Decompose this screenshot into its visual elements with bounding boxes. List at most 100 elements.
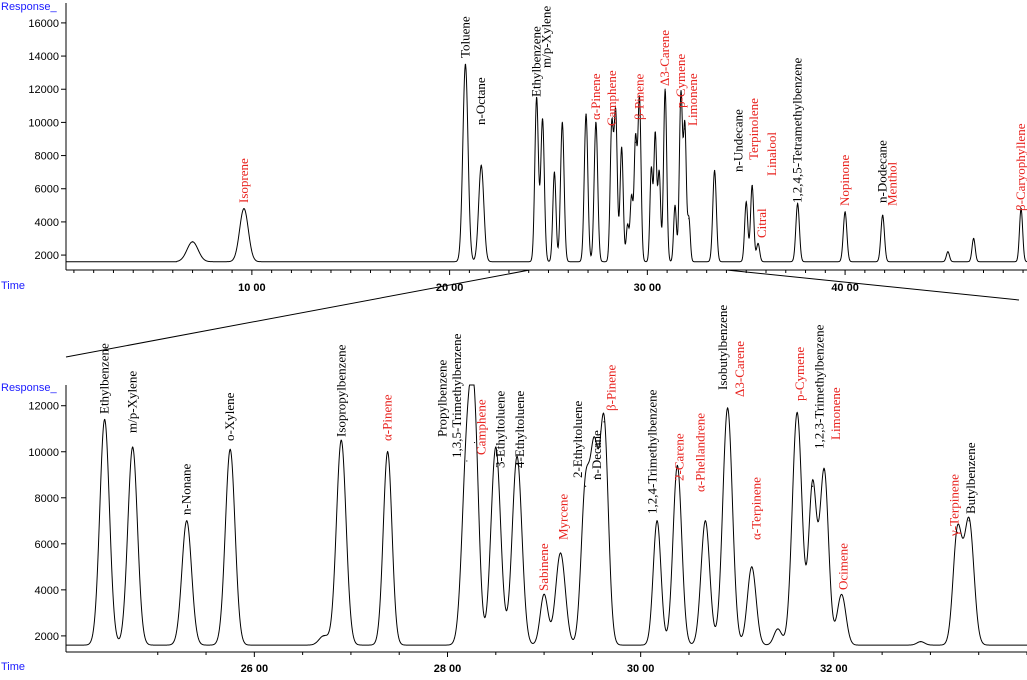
- peak-label-20: Isobutylbenzene: [715, 305, 730, 390]
- y-tick-label: 2000: [35, 631, 59, 643]
- y-tick-label: 6000: [35, 184, 59, 196]
- peak-point-10: [495, 446, 497, 448]
- peak-label-6: α-Pinene: [380, 394, 395, 441]
- zoom-connector-right: [726, 269, 1020, 301]
- peak-label-4: o-Xylene: [222, 392, 237, 441]
- peak-label-21: Δ3-Carene: [732, 341, 747, 397]
- peak-label-22: α-Terpinene: [749, 477, 764, 540]
- chromatogram-trace: [66, 64, 1027, 263]
- peak-point-6: [541, 118, 544, 120]
- peak-label-23: p-Cymene: [792, 347, 807, 401]
- peak-label-19: Menthol: [885, 162, 900, 206]
- peak-label-28: Butylbenzene: [963, 442, 978, 514]
- zoom-connector-left: [65, 269, 530, 358]
- peak-point-2: [243, 208, 245, 210]
- peak-label-26: Ocimene: [836, 543, 851, 590]
- peak-point-19: [654, 133, 656, 135]
- peak-point-29: [968, 520, 970, 522]
- y-tick-label: 12000: [28, 84, 59, 96]
- peak-label-4: Ethylbenzene: [529, 26, 544, 97]
- peak-point-8: [561, 121, 563, 124]
- peak-label-24: 1,2,3-Trimethylbenzene: [811, 324, 826, 449]
- y-tick-label: 4000: [35, 585, 59, 597]
- peak-label-10: p-Cymene: [673, 54, 688, 108]
- x-tick-label: 30 00: [627, 663, 655, 675]
- peak-point-13: [621, 146, 623, 148]
- peak-point-34: [973, 237, 975, 240]
- peak-point-27: [920, 641, 922, 643]
- y-tick-label: 8000: [35, 493, 59, 505]
- y-tick-label: 12000: [28, 401, 59, 413]
- peak-point-22: [777, 628, 779, 630]
- peak-point-17: [656, 520, 658, 522]
- peak-point-18: [676, 464, 678, 467]
- peak-point-1: [104, 418, 106, 421]
- peak-point-5: [536, 96, 538, 99]
- peak-label-2: m/p-Xylene: [125, 371, 140, 433]
- peak-label-16: β-Pinene: [604, 364, 619, 411]
- y-axis-title: Response_: [1, 382, 58, 394]
- peak-label-9: Camphene: [473, 399, 488, 455]
- peak-point-17: [638, 96, 641, 99]
- peak-label-11: 4-Ethyltoluene: [512, 391, 527, 468]
- peak-point-8: [466, 460, 468, 462]
- peak-label-8: β-Pinene: [631, 73, 646, 120]
- y-tick-label: 14000: [28, 51, 59, 63]
- peak-label-18: n-Dodecane: [875, 140, 890, 203]
- peak-label-5: Isopropylbenzene: [333, 344, 348, 437]
- peak-label-16: 1,2,4,5-Tetramethylbenzene: [790, 57, 805, 203]
- peak-point-25: [688, 217, 690, 220]
- peak-point-26: [713, 169, 716, 172]
- x-tick-label: 26 00: [241, 663, 269, 675]
- peak-label-13: Myrcene: [555, 494, 570, 540]
- y-tick-label: 16000: [28, 18, 59, 30]
- peak-label-7: Camphene: [604, 70, 619, 126]
- y-tick-label: 10000: [28, 117, 59, 129]
- y-tick-label: 6000: [35, 539, 59, 551]
- peak-point-30: [797, 203, 799, 205]
- peak-point-35: [1020, 208, 1022, 210]
- peak-point-22: [674, 204, 676, 206]
- peak-point-20: [726, 407, 729, 409]
- peak-point-14: [585, 485, 587, 487]
- peak-point-2: [132, 446, 134, 448]
- peak-point-16: [603, 421, 605, 423]
- peak-label-19: α-Phellandrene: [693, 413, 708, 492]
- x-tick-label: 32 00: [820, 663, 848, 675]
- peak-label-5: m/p-Xylene: [539, 6, 554, 68]
- peak-label-11: Limonene: [685, 73, 700, 126]
- y-tick-label: 10000: [28, 447, 59, 459]
- peak-point-3: [464, 63, 467, 65]
- peak-point-15: [630, 196, 633, 198]
- peak-point-12: [543, 593, 545, 596]
- peak-label-14: 2-Ethyltoluene: [570, 401, 585, 478]
- x-tick-label: 10 00: [238, 282, 266, 294]
- peak-point-24: [811, 485, 814, 487]
- peak-point-14: [626, 224, 629, 226]
- peak-point-1: [191, 241, 194, 243]
- peak-label-12: n-Undecane: [730, 109, 745, 172]
- peak-point-18: [650, 168, 652, 170]
- peak-point-25: [823, 469, 825, 471]
- peak-point-20: [658, 171, 660, 173]
- peak-point-19: [704, 520, 706, 522]
- peak-point-32: [882, 214, 884, 216]
- peak-label-17: Nopinone: [837, 155, 852, 207]
- peak-label-3: n-Octane: [473, 77, 488, 125]
- peak-label-7: Propylbenzene: [435, 360, 450, 437]
- chart-panel-1: Response_ Time 2000 4000 6000 8000 10000 12000 1…: [1, 1, 1027, 294]
- peak-point-4: [229, 448, 231, 451]
- peak-label-1: Isoprene: [236, 158, 251, 203]
- peak-point-4: [480, 164, 482, 167]
- peak-label-27: γ-Terpinene: [947, 474, 962, 537]
- peak-point-15: [593, 476, 595, 478]
- peak-point-11: [516, 455, 518, 457]
- peak-point-23: [680, 91, 682, 94]
- peak-label-8: 1,3,5-Trimethylbenzene: [449, 333, 464, 458]
- peak-point-31: [844, 211, 846, 213]
- peak-point-23: [796, 412, 798, 414]
- peak-point-26: [840, 593, 843, 596]
- x-axis-title: Time: [1, 661, 25, 673]
